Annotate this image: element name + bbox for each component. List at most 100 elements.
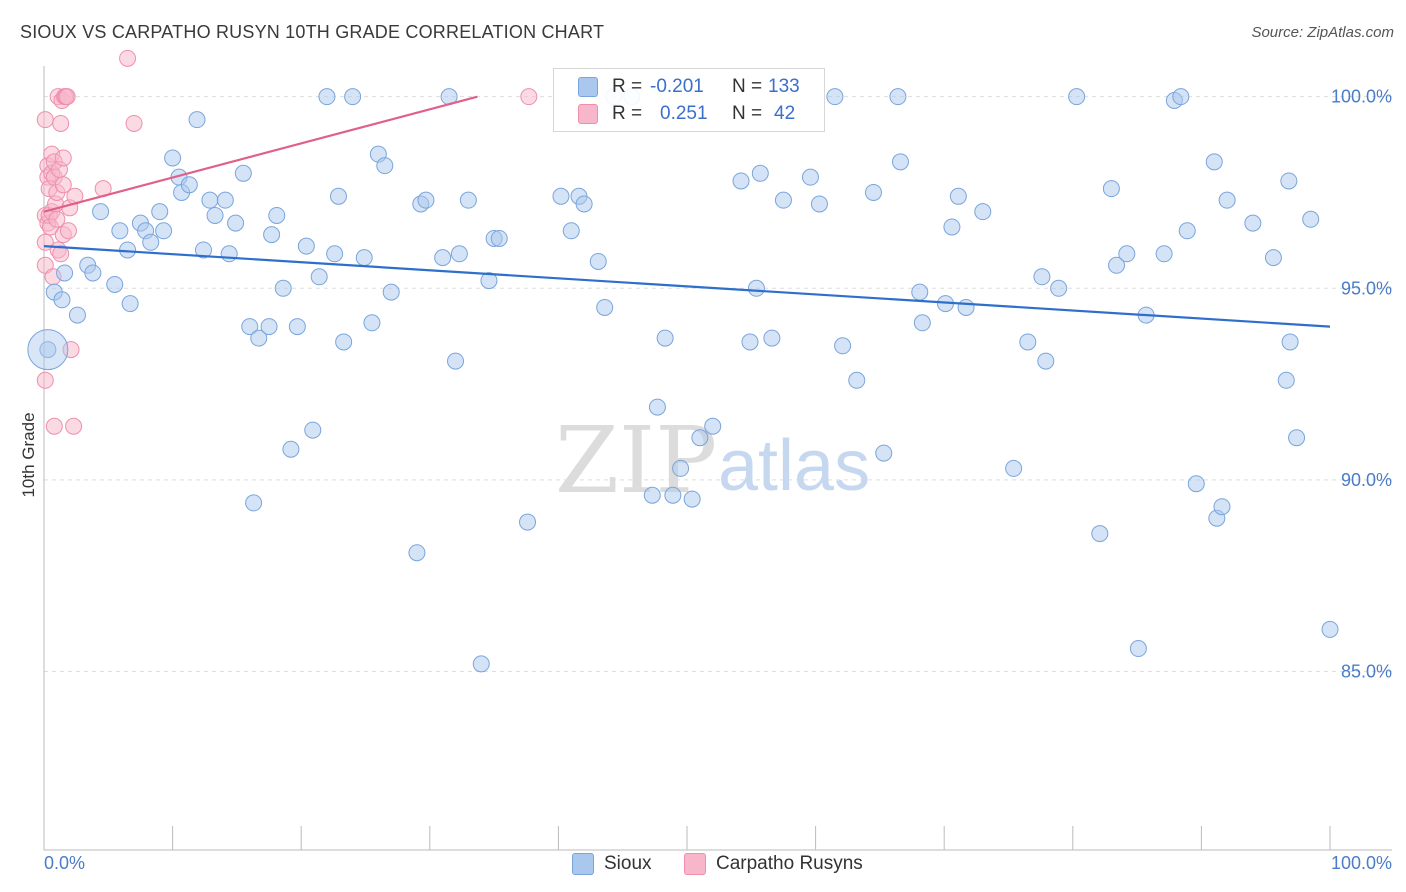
sioux-point (1205, 153, 1223, 171)
sioux-point (1281, 333, 1299, 351)
sioux-legend-label: Sioux (604, 853, 652, 874)
sioux-point (875, 444, 893, 462)
sioux-point (683, 490, 701, 508)
sioux-point (310, 268, 328, 286)
rusyn-point (119, 49, 137, 67)
sioux-point (450, 245, 468, 263)
sioux-point (111, 222, 129, 240)
sioux-point (490, 229, 508, 247)
rusyn-point (52, 245, 70, 263)
sioux-point (1102, 180, 1120, 198)
sioux-trend-line (43, 245, 1331, 328)
chart-title: SIOUX VS CARPATHO RUSYN 10TH GRADE CORRE… (20, 22, 605, 42)
sioux-point (53, 291, 71, 309)
rusyn-point (59, 222, 77, 240)
sioux-point (1213, 498, 1231, 516)
sioux-point (344, 88, 362, 106)
sioux-point (241, 318, 259, 336)
sioux-point (434, 249, 452, 267)
legend-n-value: 133 (768, 76, 800, 97)
rusyn-point (54, 176, 72, 194)
sioux-point (142, 233, 160, 251)
sioux-point (417, 191, 435, 209)
sioux-point (1050, 279, 1068, 297)
sioux-point (151, 203, 169, 221)
sioux-point (220, 245, 238, 263)
sioux-point (691, 429, 709, 447)
sioux-point (335, 333, 353, 351)
legend-r-value: 0.251 (660, 103, 708, 124)
sioux-point (268, 206, 286, 224)
legend-r-label: R = (612, 103, 643, 124)
rusyn-swatch (578, 104, 598, 124)
sioux-point (1019, 333, 1037, 351)
trend-lines (43, 95, 1331, 328)
sioux-point (1037, 352, 1055, 370)
sioux-point (274, 279, 292, 297)
sioux-point (245, 494, 263, 512)
sioux-point (1033, 268, 1051, 286)
sioux-point (864, 183, 882, 201)
rusyn-point (48, 210, 66, 228)
sioux-point (704, 417, 722, 435)
sioux-point (472, 655, 490, 673)
sioux-point (1172, 88, 1190, 106)
sioux-point (596, 298, 614, 316)
sioux-point (263, 226, 281, 244)
sioux-point (1108, 256, 1126, 274)
sioux-point (741, 333, 759, 351)
source-label: Source: ZipAtlas.com (1251, 24, 1394, 41)
rusyn-point (36, 111, 54, 129)
sioux-point (1244, 214, 1262, 232)
sioux-point (56, 264, 74, 282)
sioux-point (1178, 222, 1196, 240)
sioux-point (408, 544, 426, 562)
sioux-point (1091, 525, 1109, 543)
sioux-point (801, 168, 819, 186)
rusyn-point (58, 88, 76, 106)
tick-labels: 85.0% 90.0% 95.0% 100.0% 0.0% 100.0% 10th Grad… (19, 87, 1392, 873)
sioux-point (943, 218, 961, 236)
sioux-point (949, 187, 967, 205)
sioux-point (957, 298, 975, 316)
carpatho-rusyn-points (36, 49, 538, 435)
sioux-point (216, 191, 234, 209)
sioux-point (180, 176, 198, 194)
sioux-point (648, 398, 666, 416)
sioux-point (575, 195, 593, 213)
sioux-point (747, 279, 765, 297)
sioux-point (1277, 371, 1295, 389)
sioux-point (810, 195, 828, 213)
sioux-legend-swatch (572, 853, 594, 875)
x-tick-label-max: 100.0% (1331, 853, 1392, 873)
sioux-point (318, 88, 336, 106)
sioux-point (1155, 245, 1173, 263)
watermark-atlas: atlas (718, 426, 870, 506)
sioux-point (519, 513, 537, 531)
grid-lines (44, 96, 1392, 673)
sioux-point (106, 275, 124, 293)
sioux-point (326, 245, 344, 263)
y-tick-label: 100.0% (1331, 87, 1392, 107)
sioux-point (974, 203, 992, 221)
rusyn-point (52, 114, 70, 132)
sioux-point (889, 88, 907, 106)
sioux-point (1218, 191, 1236, 209)
sioux-point (826, 88, 844, 106)
sioux-large-point (27, 329, 69, 371)
rusyn-point (54, 149, 72, 167)
sioux-point (643, 486, 661, 504)
sioux-point (121, 295, 139, 313)
sioux-point (92, 203, 110, 221)
sioux-point (155, 222, 173, 240)
rusyn-point (520, 88, 538, 106)
sioux-point (891, 153, 909, 171)
sioux-point (1068, 88, 1086, 106)
sioux-point (447, 352, 465, 370)
sioux-point (552, 187, 570, 205)
sioux-point (1288, 429, 1306, 447)
sioux-point (201, 191, 219, 209)
sioux-point (164, 149, 182, 167)
sioux-point (288, 318, 306, 336)
rusyn-legend-swatch (684, 853, 706, 875)
